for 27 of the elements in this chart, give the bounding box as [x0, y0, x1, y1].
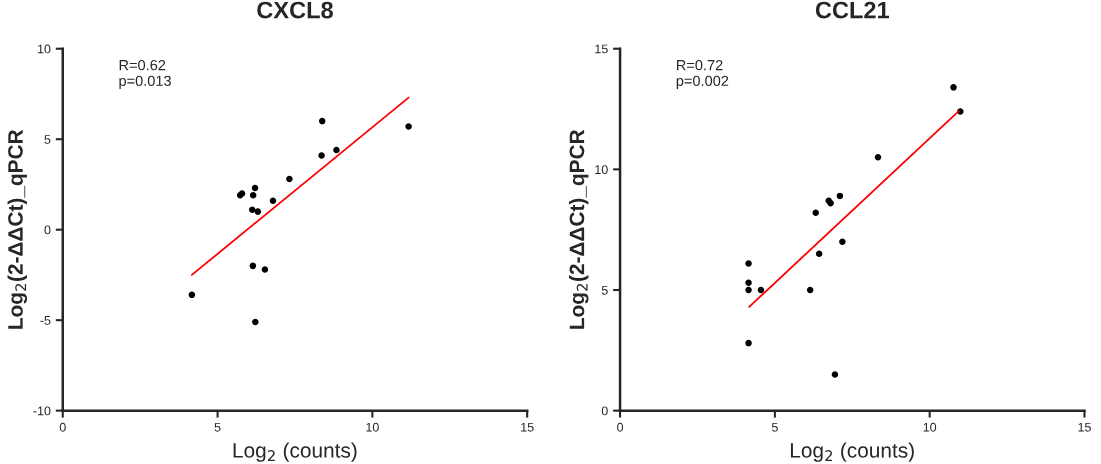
- y-tick-label: -5: [40, 316, 51, 325]
- x-tick-label: 5: [214, 422, 221, 432]
- y-tick-label: 5: [44, 135, 51, 144]
- y-tick-label: 10: [38, 44, 51, 54]
- x-axis-title: Log$_{2}$ (counts): [790, 442, 914, 462]
- annotation: p=0.002: [676, 75, 729, 89]
- x-tick-label: 0: [59, 422, 66, 432]
- x-tick-label: 15: [1078, 422, 1091, 432]
- annotation: p=0.013: [119, 75, 171, 89]
- x-tick-label: 10: [923, 422, 937, 432]
- x-tick-label: 15: [521, 422, 534, 432]
- y-tick-label: 15: [595, 44, 608, 54]
- x-tick-label: 5: [771, 422, 778, 432]
- annotation: R=0.72: [676, 59, 723, 71]
- x-axis-title: Log$_{2}$ (counts): [233, 442, 357, 462]
- y-tick-label: 0: [44, 225, 51, 235]
- y-axis-title: Log$_{2}$(2-ΔΔCt)_qPCR: [569, 129, 589, 329]
- y-axis-title: Log$_{2}$(2-ΔΔCt)_qPCR: [7, 129, 28, 329]
- y-tick-label: 5: [601, 285, 608, 295]
- y-tick-label: -10: [33, 406, 51, 416]
- chart-title: CXCL8: [257, 1, 333, 19]
- x-tick-label: 0: [617, 422, 624, 432]
- chart-title: CCL21: [815, 1, 890, 19]
- y-tick-label: 10: [595, 165, 608, 175]
- x-tick-label: 10: [366, 422, 379, 432]
- y-tick-label: 0: [601, 406, 608, 416]
- annotation: R=0.62: [119, 59, 166, 71]
